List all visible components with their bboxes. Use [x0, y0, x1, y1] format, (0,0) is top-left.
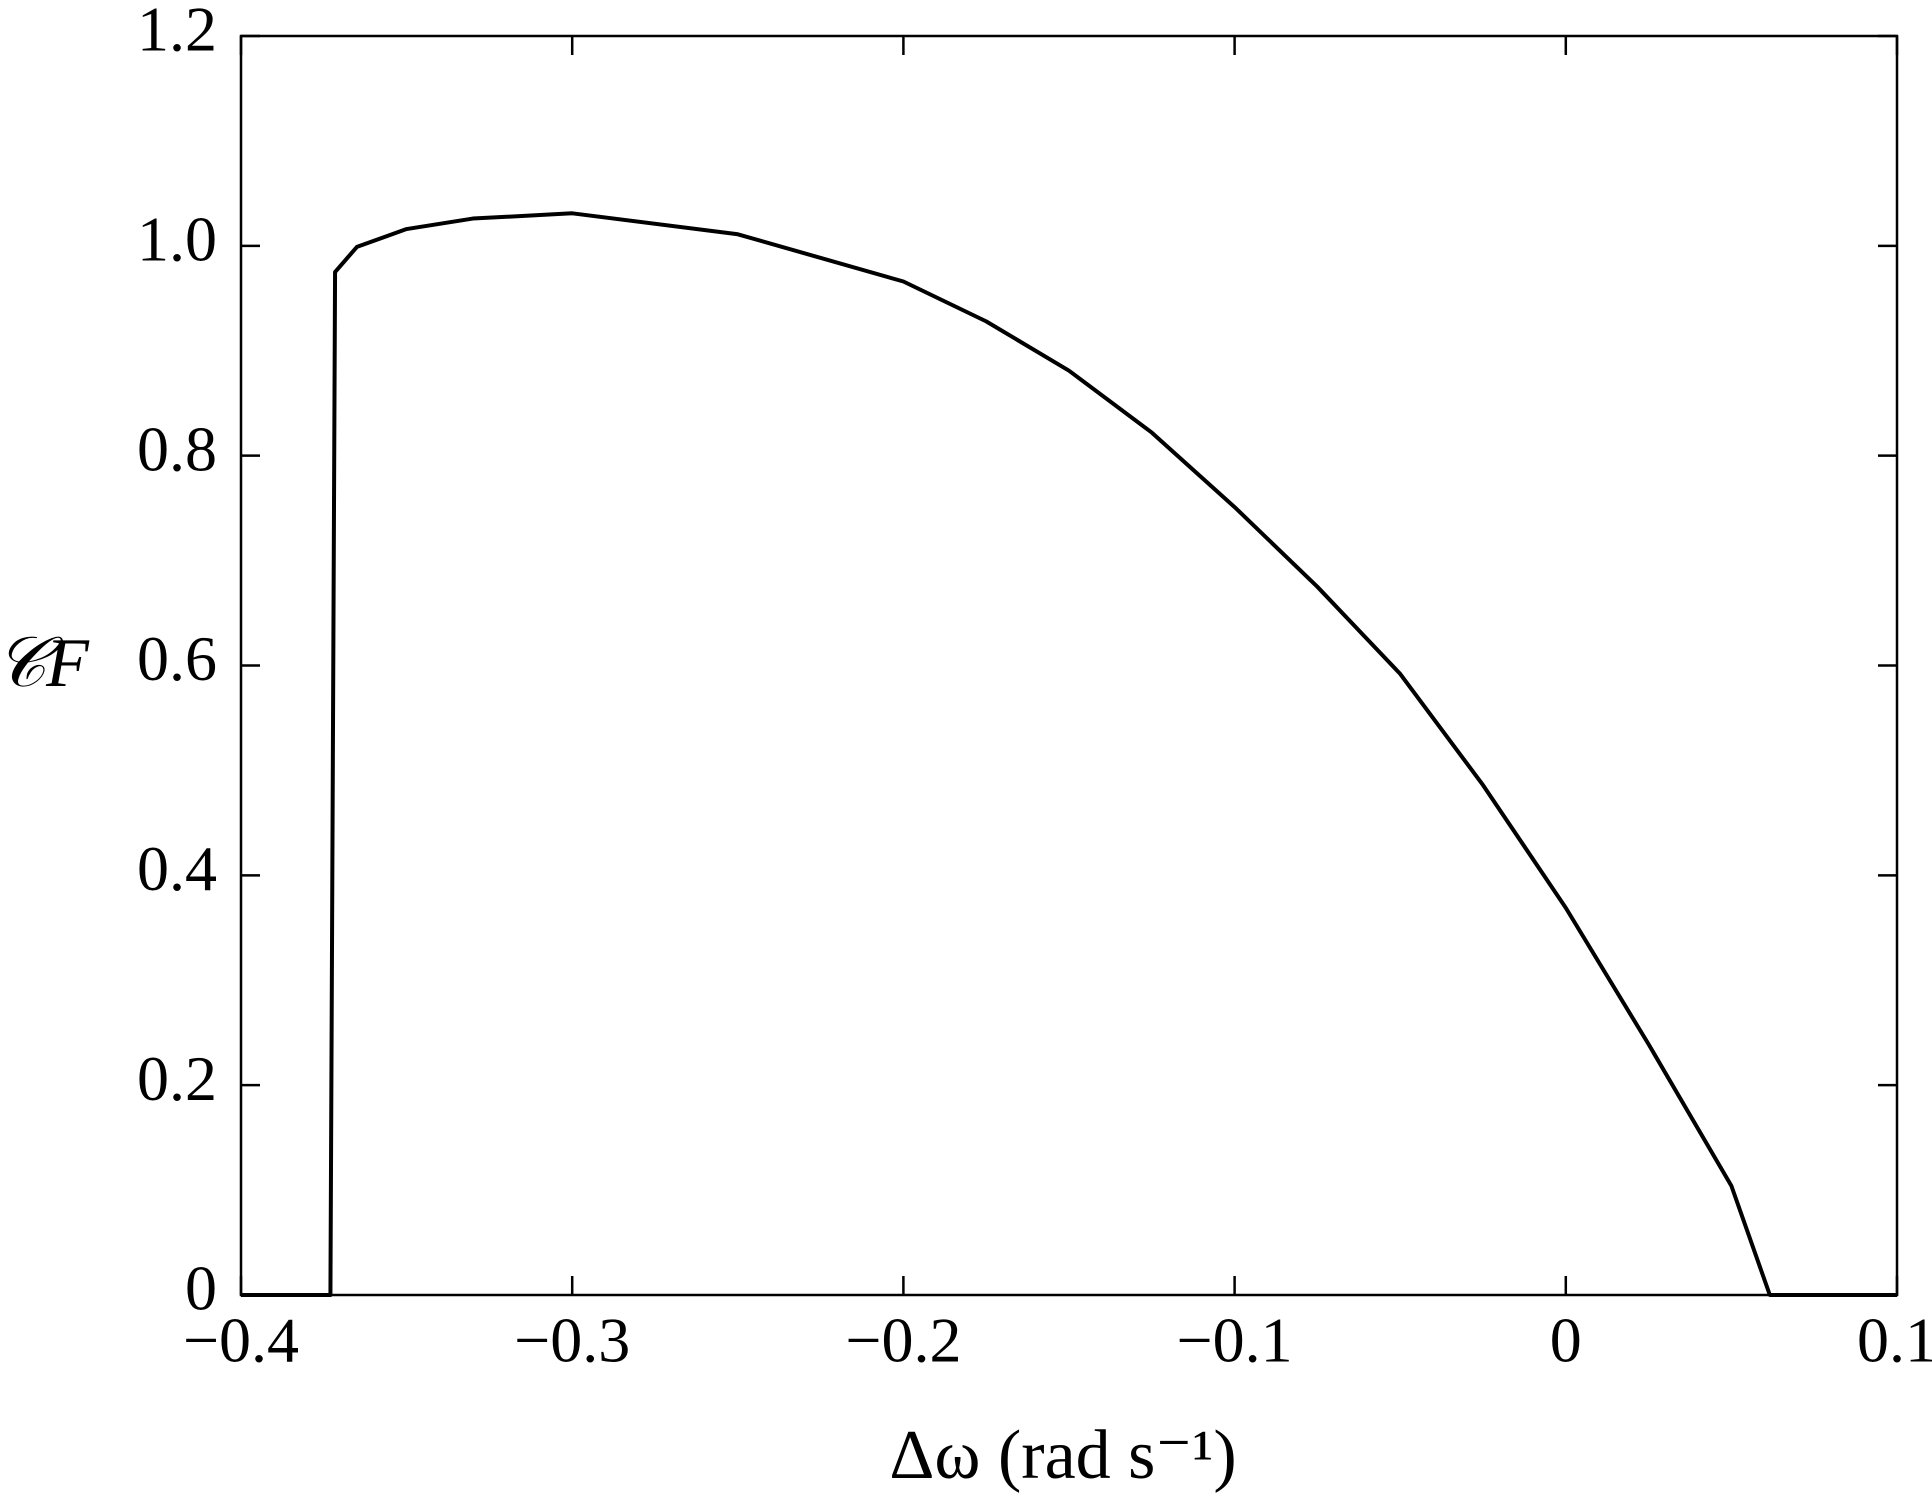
x-tick-label: −0.1: [1177, 1305, 1293, 1376]
y-tick-label: 0.2: [137, 1043, 217, 1114]
y-tick-label: 1.2: [137, 0, 217, 65]
x-tick-label: 0.1: [1857, 1305, 1932, 1376]
x-tick-label: −0.4: [183, 1305, 299, 1376]
x-tick-label: −0.3: [514, 1305, 630, 1376]
y-tick-label: 0.4: [137, 833, 217, 904]
y-tick-label: 0.8: [137, 413, 217, 484]
y-tick-label: 1.0: [137, 204, 217, 275]
y-tick-label: 0: [185, 1253, 217, 1324]
data-line: [241, 211, 1897, 1297]
x-tick-label: 0: [1550, 1305, 1582, 1376]
y-axis-label: 𝒞F: [0, 625, 90, 702]
y-tick-label: 0.6: [137, 623, 217, 694]
x-axis-label: Δω (rad s⁻¹): [889, 1417, 1236, 1494]
x-tick-label: −0.2: [845, 1305, 961, 1376]
plot-frame: [239, 34, 1899, 1297]
